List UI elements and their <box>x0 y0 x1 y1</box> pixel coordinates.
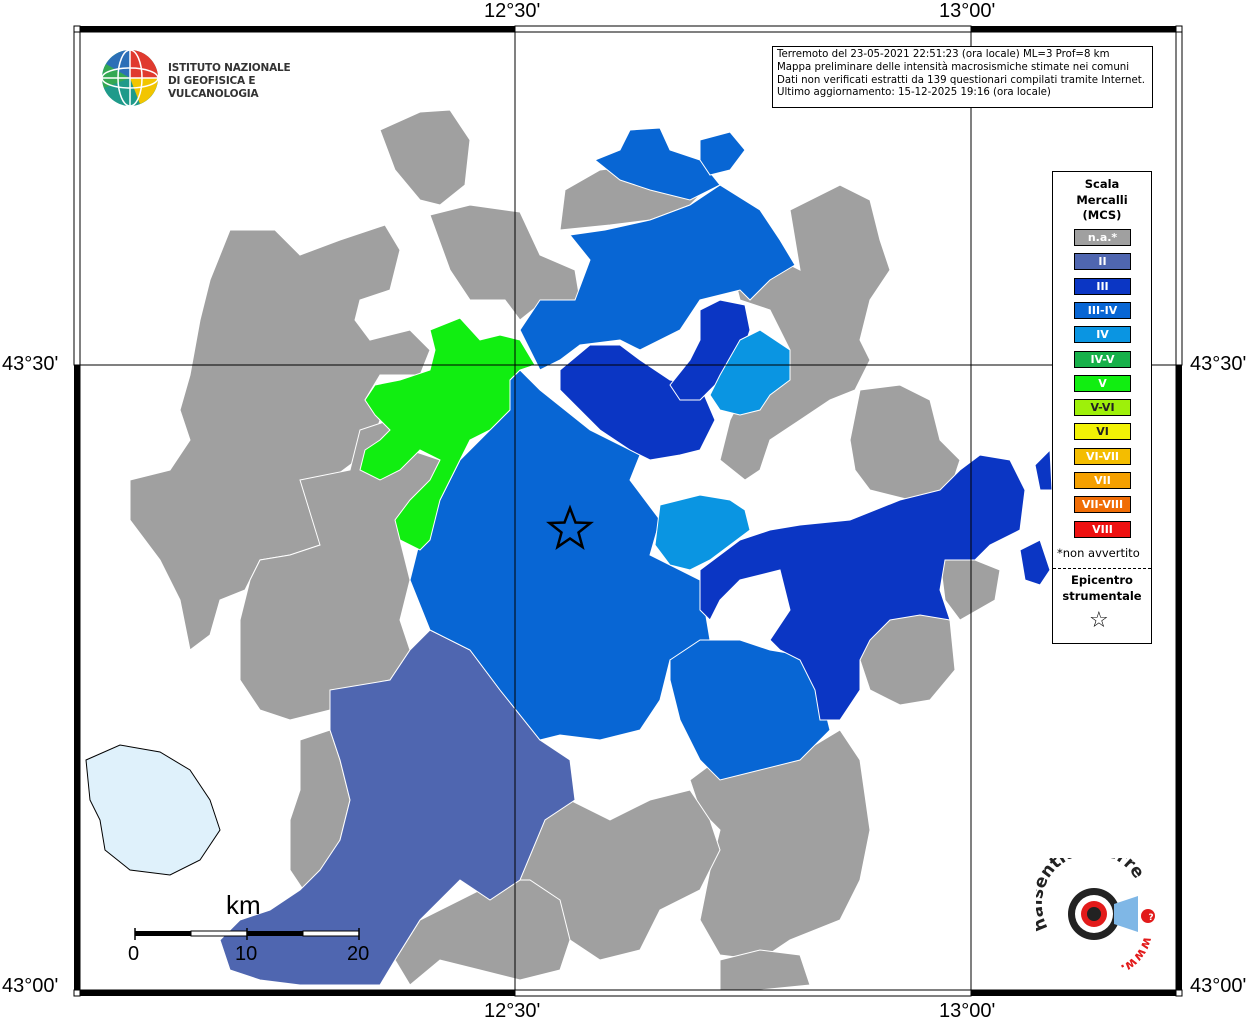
legend-item: V <box>1074 374 1131 392</box>
lat-label-right-upper: 43°30' <box>1190 353 1247 375</box>
svg-text:www.: www. <box>1118 935 1155 976</box>
map-region-iii-iv <box>699 131 746 176</box>
event-info-line: Terremoto del 23-05-2021 22:51:23 (ora l… <box>777 49 1110 60</box>
lon-label-bottom-left: 12°30' <box>484 1000 541 1022</box>
scale-bar <box>134 928 360 940</box>
legend-item: VIII <box>1074 520 1131 538</box>
scale-label: 20 <box>347 943 370 965</box>
legend-epicenter-label: strumentale <box>1062 589 1142 603</box>
scale-unit: km <box>226 890 261 920</box>
institute-name-line1: ISTITUTO NAZIONALE <box>168 62 291 74</box>
event-info-line: Ultimo aggiornamento: 15-12-2025 19:16 (… <box>777 87 1051 99</box>
legend-title-line: (MCS) <box>1082 208 1122 222</box>
epicenter-star-icon <box>546 504 594 550</box>
map-region-na <box>129 109 1001 991</box>
scale-label: 10 <box>235 943 258 965</box>
legend-item: VII-VIII <box>1074 496 1131 514</box>
map-region-iv <box>709 329 791 416</box>
map-region-v <box>359 317 536 551</box>
legend-item: VI-VII <box>1074 447 1131 465</box>
legend-item: IV-V <box>1074 350 1131 368</box>
legend-item: VI <box>1074 423 1131 441</box>
map-region-iii <box>559 344 716 461</box>
lake <box>85 744 221 876</box>
institute-name-line2: DI GEOFISICA E VULCANOLOGIA <box>168 75 259 100</box>
haisentito-logo-url: www. <box>1118 935 1155 976</box>
legend-item: IV <box>1074 326 1131 344</box>
map-region-iii <box>669 299 751 401</box>
legend-item: III-IV <box>1074 301 1131 319</box>
lon-label-top-right: 13°00' <box>939 0 996 22</box>
legend-title-line: Scala <box>1084 177 1120 191</box>
map-region-iii-iv <box>669 639 831 781</box>
map-region-iii <box>1019 539 1051 586</box>
lat-label-left-upper: 43°30' <box>2 353 59 375</box>
lat-label-right-lower: 43°00' <box>1190 975 1247 997</box>
haisentito-logo: ? haisentitoilterremoto.it www. <box>1027 839 1176 978</box>
lon-label-bottom-right: 13°00' <box>939 1000 996 1022</box>
map-region-iv <box>654 494 751 571</box>
legend-separator <box>1053 568 1151 569</box>
legend-item: n.a.* <box>1074 229 1131 246</box>
legend-epicenter-label: Epicentro <box>1071 573 1133 587</box>
legend-note: *non avvertito <box>1057 546 1140 560</box>
legend-star-icon: ☆ <box>1089 608 1109 633</box>
event-info-line: Dati non verificati estratti da 139 ques… <box>777 74 1145 86</box>
ingv-logo: ISTITUTO NAZIONALE DI GEOFISICA E VULCAN… <box>100 48 320 110</box>
legend-item: II <box>1074 253 1131 271</box>
event-info-line: Mappa preliminare delle intensità macros… <box>777 61 1130 73</box>
legend-item: V-VI <box>1074 399 1131 417</box>
map-region-iii <box>699 454 1026 721</box>
scale-label: 0 <box>128 943 140 965</box>
map-region-iii-iv <box>519 184 796 371</box>
svg-text:?: ? <box>1148 913 1153 923</box>
legend-title-line: Mercalli <box>1076 192 1128 207</box>
lon-label-top-left: 12°30' <box>484 0 541 22</box>
ingv-globe-icon <box>101 49 159 107</box>
event-info-box: Terremoto del 23-05-2021 22:51:23 (ora l… <box>772 46 1153 108</box>
legend-item: VII <box>1074 472 1131 489</box>
lat-label-left-lower: 43°00' <box>2 975 59 997</box>
mcs-legend: Scala Mercalli (MCS) n.a.* II III III-IV IV I… <box>1052 171 1152 644</box>
legend-item: III <box>1074 277 1131 295</box>
